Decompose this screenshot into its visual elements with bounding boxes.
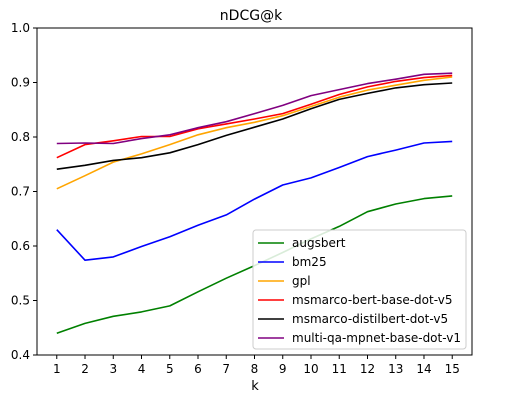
legend-label: bm25 xyxy=(292,255,327,269)
x-tick-label: 2 xyxy=(81,362,89,376)
legend: augsbert bm25 gpl msmarco-bert-base-dot-v5 m… xyxy=(252,229,467,350)
series-line-msmarco-distilbert-dot-v5 xyxy=(56,82,453,170)
legend-label: gpl xyxy=(292,274,311,288)
legend-label: augsbert xyxy=(292,236,346,250)
x-tick-label: 6 xyxy=(194,362,202,376)
y-tick-label: 0.8 xyxy=(11,130,30,144)
y-tick-label: 0.7 xyxy=(11,185,30,199)
legend-label: msmarco-bert-base-dot-v5 xyxy=(292,293,452,307)
chart-title: nDCG@k xyxy=(220,8,283,24)
x-axis: 1 2 3 4 5 6 7 8 9 10 11 12 13 14 15 xyxy=(53,355,460,376)
series-line-multi-qa-mpnet-base-dot-v1 xyxy=(56,72,453,145)
x-tick-label: 11 xyxy=(332,362,347,376)
x-tick-label: 15 xyxy=(445,362,460,376)
legend-label: msmarco-distilbert-dot-v5 xyxy=(292,312,448,326)
y-tick-label: 0.5 xyxy=(11,294,30,308)
x-tick-label: 14 xyxy=(416,362,431,376)
legend-entries: augsbert bm25 gpl msmarco-bert-base-dot-v5 m… xyxy=(258,236,461,345)
series-layer xyxy=(56,72,453,334)
series-line-msmarco-bert-base-dot-v5 xyxy=(56,74,453,159)
x-tick-label: 9 xyxy=(279,362,287,376)
y-tick-label: 0.4 xyxy=(11,348,30,362)
legend-box xyxy=(252,229,467,350)
x-tick-label: 3 xyxy=(109,362,117,376)
x-tick-label: 8 xyxy=(251,362,259,376)
x-tick-label: 10 xyxy=(303,362,318,376)
y-axis: 0.4 0.5 0.6 0.7 0.8 0.9 1.0 xyxy=(11,21,37,362)
x-tick-label: 4 xyxy=(138,362,146,376)
x-tick-label: 1 xyxy=(53,362,61,376)
series-line-bm25 xyxy=(56,140,453,262)
x-tick-label: 7 xyxy=(222,362,230,376)
legend-label: multi-qa-mpnet-base-dot-v1 xyxy=(292,331,461,345)
y-tick-label: 0.6 xyxy=(11,239,30,253)
y-tick-label: 0.9 xyxy=(11,76,30,90)
x-tick-label: 5 xyxy=(166,362,174,376)
y-tick-label: 1.0 xyxy=(11,21,30,35)
x-axis-label: k xyxy=(251,379,259,394)
x-tick-label: 13 xyxy=(388,362,403,376)
x-tick-label: 12 xyxy=(360,362,375,376)
